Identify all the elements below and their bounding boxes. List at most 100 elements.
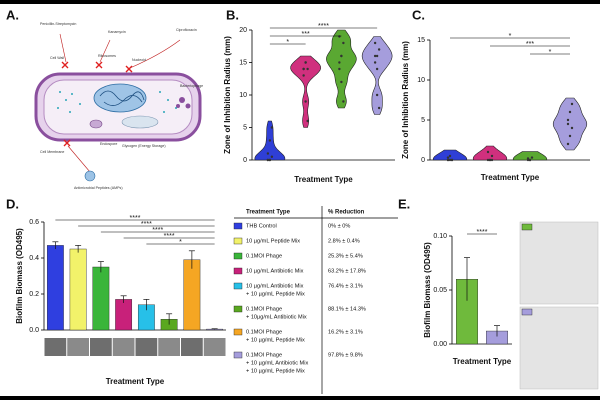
x-axis-label: Treatment Type	[481, 173, 540, 182]
table-cell: 0.1MOI Phage	[246, 352, 282, 358]
color-swatch	[233, 305, 243, 313]
table-cell: 97.8% ± 9.8%	[328, 352, 363, 358]
color-swatch	[233, 222, 243, 230]
diagram-label: Kanamycin	[108, 30, 126, 34]
data-point	[302, 67, 305, 71]
y-tick-label: 5	[421, 117, 425, 124]
data-point	[375, 67, 379, 71]
micrograph	[203, 338, 226, 356]
data-point	[270, 155, 274, 158]
x-axis-label: Treatment Type	[106, 377, 165, 386]
data-point	[340, 80, 343, 84]
arrows	[59, 33, 181, 173]
data-point	[304, 100, 307, 103]
significance-label: ****	[477, 229, 488, 236]
bar	[92, 266, 110, 331]
table-cell: 0.1MOI Phage	[246, 329, 282, 335]
diagram-label: Endospore	[100, 142, 117, 146]
significance-label: ****	[141, 221, 152, 228]
data-point	[375, 54, 379, 58]
data-point	[266, 152, 270, 155]
data-point	[526, 157, 530, 160]
data-point	[566, 122, 570, 126]
micrograph-key	[521, 308, 533, 316]
y-tick-label: 0.10	[433, 233, 447, 240]
data-point	[570, 126, 574, 130]
cell-diagram	[34, 33, 202, 182]
table-cell: + 10µg/mL Antibiotic Mix	[246, 314, 307, 320]
table-cell: 0% ± 0%	[328, 223, 350, 229]
data-point	[450, 158, 454, 162]
amp-icon	[84, 170, 96, 182]
micrograph	[67, 338, 89, 356]
violin	[552, 97, 588, 151]
table-cell: 76.4% ± 3.1%	[328, 283, 363, 289]
data-point	[377, 106, 381, 110]
data-point	[490, 158, 494, 162]
panel-label: D.	[6, 196, 19, 211]
table-header: % Reduction	[328, 210, 365, 216]
data-point	[306, 119, 309, 123]
significance-label: *	[286, 39, 289, 46]
table-cell: 25.3% ± 5.4%	[328, 253, 363, 259]
data-point	[486, 150, 490, 154]
significance-label: *	[179, 239, 182, 246]
table-cell: 63.2% ± 17.8%	[328, 268, 366, 274]
color-swatch	[233, 252, 243, 260]
data-point	[446, 158, 450, 162]
color-swatch	[233, 351, 243, 359]
micrograph	[44, 338, 67, 356]
inhibition-marks	[61, 61, 133, 147]
y-tick-label: 0.0	[29, 327, 39, 334]
y-axis-label: Zone of Inhibition Radius (mm)	[401, 41, 410, 159]
y-tick-label: 0.6	[29, 219, 39, 226]
y-tick-label: 0.4	[29, 255, 39, 262]
data-point	[373, 41, 377, 45]
table-cell: 10 µg/mL Antibiotic Mix	[246, 268, 304, 274]
violin	[361, 36, 393, 115]
significance-label: ****	[130, 215, 141, 222]
data-point	[570, 102, 574, 106]
panel-label: A.	[6, 7, 19, 22]
data-point	[375, 93, 379, 97]
endospore	[89, 119, 103, 129]
y-tick-label: 15	[239, 59, 247, 66]
significance-label: ****	[318, 23, 329, 30]
significance-label: ***	[526, 41, 534, 48]
bar	[69, 248, 87, 331]
micrograph	[135, 338, 158, 356]
data-point	[490, 154, 494, 158]
table-cell: 0.1MOI Phage	[246, 253, 282, 259]
data-point	[266, 158, 270, 162]
data-point	[446, 156, 450, 159]
color-swatch	[233, 237, 243, 245]
y-tick-label: 10	[417, 77, 425, 84]
data-point	[340, 54, 343, 58]
data-point	[306, 67, 309, 71]
table-cell: 2.8% ± 0.4%	[328, 238, 360, 244]
y-tick-label: 10	[239, 92, 247, 99]
bar	[183, 259, 201, 331]
data-point	[528, 158, 532, 162]
color-swatch	[233, 282, 243, 290]
data-point	[488, 158, 492, 162]
data-point	[566, 118, 570, 122]
ribosomes	[57, 91, 177, 113]
data-point	[568, 134, 572, 138]
y-tick-label: 0.05	[433, 287, 447, 294]
data-point	[268, 158, 272, 162]
y-tick-label: 15	[417, 37, 425, 44]
significance-label: ***	[302, 31, 310, 38]
data-point	[373, 61, 377, 64]
table-cell: + 10 µg/mL Peptide Mix	[246, 337, 305, 343]
diagram-label: Glycogen (Energy Storage)	[122, 144, 166, 148]
color-swatch	[233, 328, 243, 336]
table-cell: THB Control	[246, 223, 277, 229]
diagram-label: Cell Membrane	[40, 150, 64, 154]
table-cell: 10 µg/mL Peptide Mix	[246, 238, 300, 244]
table-header: Treatment Type	[246, 210, 291, 216]
data-point	[268, 139, 272, 142]
table-cell: 0.1MOI Phage	[246, 306, 282, 312]
table-cell: 88.1% ± 14.3%	[328, 306, 366, 312]
